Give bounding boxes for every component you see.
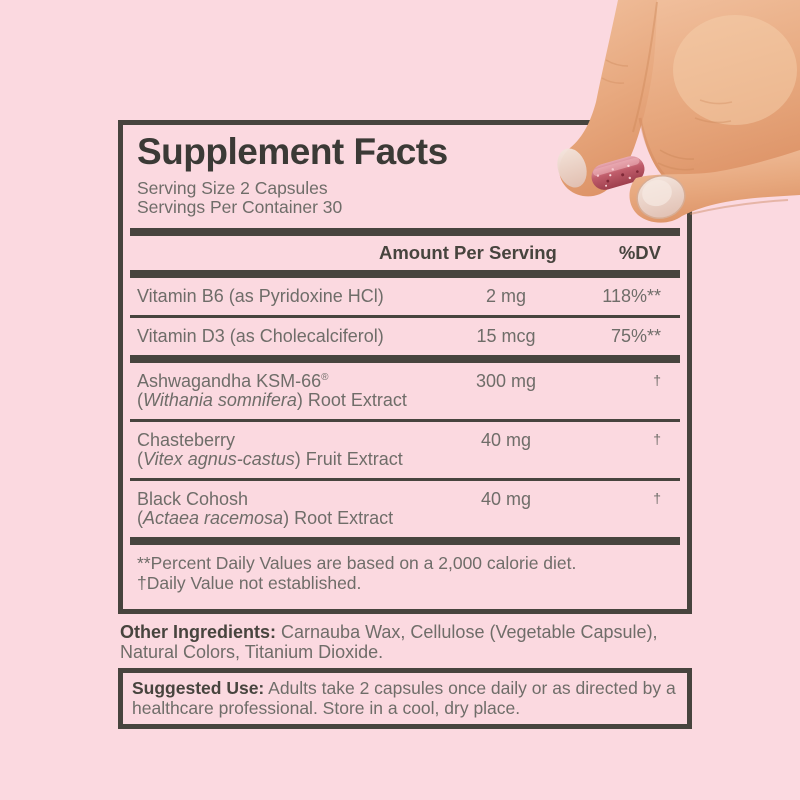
finger-seam-shading [632, 1, 658, 133]
ingredient-amount: 40 mg [480, 430, 532, 450]
footnote-dagger: †Daily Value not established. [137, 573, 362, 593]
ingredient-amount: 40 mg [480, 489, 532, 509]
ingredient-dv: † [653, 490, 661, 506]
ingredient-dv: 75%** [610, 326, 661, 346]
suggested-use-text: Adults take 2 capsules once daily or as … [132, 678, 676, 718]
other-ingredients-label: Other Ingredients: [120, 622, 277, 642]
ingredient-dv: 118%** [602, 286, 661, 306]
row-separator [130, 419, 680, 422]
row-separator [130, 315, 680, 318]
index-finger [559, 0, 657, 197]
thumb-crease-shading [689, 199, 789, 215]
ingredient-name: Chasteberry (Vitex agnus-castus) Fruit Ex… [137, 430, 403, 469]
ingredient-amount: 15 mcg [476, 326, 536, 346]
index-finger-nail [557, 148, 587, 188]
row-separator [130, 478, 680, 481]
ingredient-amount: 2 mg [485, 286, 527, 306]
ingredient-name: Vitamin D3 (as Cholecalciferol) [137, 326, 384, 346]
divider-bar-bottom [130, 537, 680, 545]
facts-row: Black Cohosh (Actaea racemosa) Root Extra… [135, 481, 675, 537]
ingredient-name: Ashwagandha KSM-66® (Withania somnifera) … [137, 371, 407, 410]
ingredient-amount: 300 mg [475, 371, 537, 391]
suggested-use-label: Suggested Use: [132, 678, 265, 698]
facts-row: Ashwagandha KSM-66® (Withania somnifera) … [135, 363, 675, 419]
facts-row: Chasteberry (Vitex agnus-castus) Fruit Ex… [135, 422, 675, 478]
index-wrinkle [605, 59, 629, 67]
facts-header-row: Amount Per Serving %DV [135, 236, 675, 270]
capsule-graphic [591, 156, 645, 190]
header-dv: %DV [618, 242, 661, 263]
facts-row: Vitamin B6 (as Pyridoxine HCl) 2 mg 118%… [135, 278, 675, 315]
ingredient-dv: † [653, 372, 661, 388]
header-amount-per-serving: Amount Per Serving [379, 242, 557, 263]
supplement-facts-panel: Supplement Facts Serving Size 2 Capsules… [118, 120, 692, 614]
thumb-nail-highlight [642, 179, 672, 207]
ingredient-name: Black Cohosh (Actaea racemosa) Root Extra… [137, 489, 394, 528]
hand-highlight [673, 15, 797, 125]
serving-size: Serving Size 2 Capsules [137, 178, 328, 198]
servings-per-container: Servings Per Container 30 [137, 196, 343, 217]
knuckle-wrinkle [657, 162, 695, 171]
panel-title: Supplement Facts [137, 131, 448, 172]
other-ingredients-text: Carnauba Wax, Cellulose (Vegetable Capsu… [120, 622, 658, 662]
other-ingredients: Other Ingredients: Carnauba Wax, Cellulo… [120, 622, 678, 662]
knuckle-wrinkle [694, 117, 732, 124]
ingredient-dv: † [653, 431, 661, 447]
footnote-daily-values: **Percent Daily Values are based on a 2,… [137, 553, 577, 573]
suggested-use-box: Suggested Use: Adults take 2 capsules on… [118, 668, 692, 729]
ingredient-name: Vitamin B6 (as Pyridoxine HCl) [137, 286, 384, 306]
facts-rows: Vitamin B6 (as Pyridoxine HCl) 2 mg 118%… [130, 278, 680, 537]
knuckle-wrinkle [699, 99, 733, 105]
footnotes: **Percent Daily Values are based on a 2,… [137, 553, 675, 593]
hand-holding-capsule-photo [557, 0, 800, 223]
divider-bar-header [130, 270, 680, 278]
index-wrinkle [601, 77, 625, 84]
serving-info: Serving Size 2 Capsules Servings Per Con… [137, 179, 675, 216]
row-separator [130, 355, 680, 363]
knuckle-wrinkle [659, 149, 695, 160]
divider-bar-top [130, 228, 680, 236]
facts-row: Vitamin D3 (as Cholecalciferol) 15 mcg 7… [135, 318, 675, 355]
